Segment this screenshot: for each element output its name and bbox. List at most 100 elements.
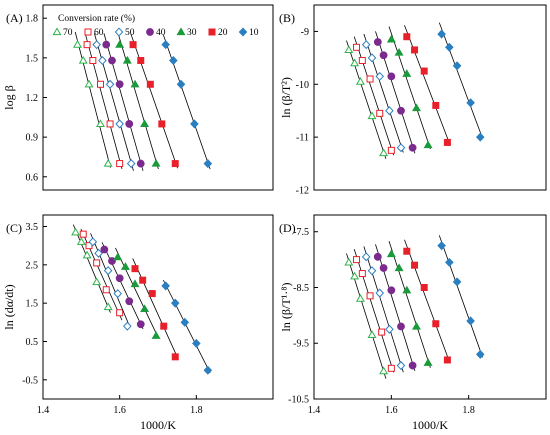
y-tick-label: 0.9 [26, 133, 39, 144]
data-point [403, 33, 411, 41]
data-point [358, 57, 366, 64]
panel-a: 1.8 1.5 1.2 0.9 0.6 (A) log β [2, 4, 274, 191]
trend-line [404, 239, 451, 363]
data-point [387, 364, 395, 372]
legend-label: 50 [125, 28, 135, 38]
series-20 [131, 258, 179, 361]
data-point [97, 80, 104, 88]
trend-line [438, 235, 483, 358]
data-point [375, 288, 385, 298]
data-point [120, 262, 130, 270]
data-point [355, 294, 365, 302]
plot-frame [313, 4, 547, 191]
data-point [376, 109, 384, 117]
trend-line [90, 233, 131, 327]
data-point [366, 75, 374, 83]
data-point [158, 120, 166, 128]
data-point [379, 264, 388, 272]
legend-item-50: 50 [114, 27, 135, 38]
y-axis-label: ln (β/T¹·⁸) [279, 283, 293, 332]
y-tick-label: -0.5 [22, 375, 38, 386]
data-point [445, 257, 454, 267]
data-point [113, 252, 123, 261]
data-point [130, 279, 140, 288]
data-point [116, 309, 124, 317]
y-tick-label: 1.8 [26, 14, 39, 25]
legend-item-10: 10 [238, 27, 259, 38]
data-point [344, 45, 354, 54]
data-point [82, 250, 92, 259]
data-point [350, 271, 360, 280]
plot-frame [313, 214, 547, 400]
series-40 [373, 244, 417, 371]
legend-label: 60 [94, 28, 104, 38]
series-70 [73, 31, 113, 168]
series-50 [92, 33, 136, 171]
legend-item-70: 70 [52, 27, 73, 38]
trend-line [101, 242, 144, 330]
data-point [139, 276, 147, 284]
data-point [129, 41, 137, 49]
data-point [103, 266, 113, 276]
trend-line [116, 30, 159, 170]
series-60 [79, 228, 124, 321]
data-point [402, 69, 412, 77]
data-point [192, 338, 201, 348]
data-point [88, 237, 98, 247]
legend-label: 20 [218, 28, 228, 38]
data-point [443, 356, 451, 364]
trend-line [346, 40, 387, 159]
data-point [411, 103, 421, 112]
series-60 [83, 31, 124, 169]
data-point [396, 143, 406, 153]
legend-marker [176, 27, 186, 36]
data-point [367, 53, 377, 63]
y-tick-label: -7.5 [293, 227, 309, 238]
data-point [103, 302, 113, 311]
data-point [445, 42, 454, 52]
data-point [176, 79, 186, 89]
legend: Conversion rate (%) 70 60 50 40 30 20 10 [52, 13, 259, 38]
data-point [131, 265, 139, 273]
data-point [116, 160, 124, 168]
data-point [93, 259, 101, 267]
plot-frame [42, 214, 274, 400]
data-point [475, 349, 485, 359]
data-point [420, 283, 428, 291]
legend-marker [146, 28, 154, 36]
data-point [108, 257, 116, 265]
series-60 [353, 248, 395, 373]
data-point [423, 358, 433, 366]
data-point [386, 249, 396, 258]
trend-line [162, 34, 211, 170]
data-point [396, 361, 406, 371]
panel-label: (A) [6, 11, 23, 25]
data-point [378, 328, 386, 336]
legend-label: 30 [187, 28, 197, 38]
data-point [437, 29, 446, 39]
y-tick-label: 2.5 [26, 260, 39, 271]
series-50 [88, 233, 132, 331]
data-point [361, 40, 371, 50]
data-point [161, 281, 170, 291]
data-point [102, 286, 110, 294]
series-50 [361, 33, 406, 153]
data-point [203, 365, 213, 375]
data-point [171, 160, 179, 168]
data-point [387, 72, 396, 81]
legend-marker [208, 28, 216, 36]
x-axis-label: 1000/K [140, 418, 176, 432]
data-point [397, 106, 405, 115]
data-point [161, 40, 170, 50]
data-point [148, 290, 156, 298]
x-tick-label: 1.8 [190, 405, 203, 416]
data-point [151, 331, 161, 339]
series-30 [386, 26, 433, 150]
data-point [126, 159, 136, 169]
data-point [169, 55, 178, 66]
data-point [367, 266, 377, 276]
data-point [137, 57, 145, 64]
data-point [379, 366, 389, 375]
data-point [385, 106, 394, 116]
